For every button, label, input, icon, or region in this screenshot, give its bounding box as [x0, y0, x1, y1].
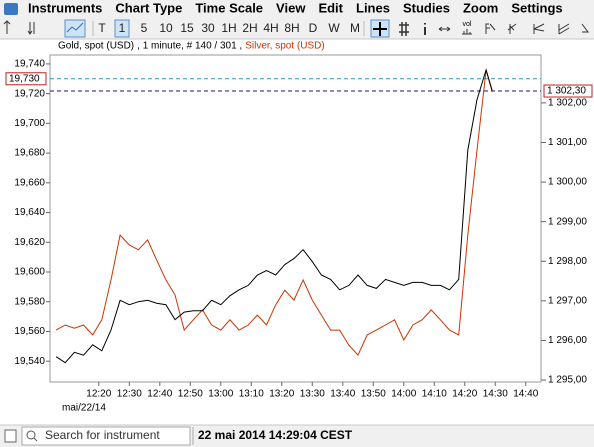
toolbar: [0, 18, 594, 39]
y-tick-label: 19,720: [14, 88, 45, 99]
icon-tool1: [485, 23, 496, 34]
icon-line: [66, 22, 84, 33]
y2-tick-label: 1 298,00: [548, 256, 587, 267]
y-tick-label: 19,560: [14, 326, 45, 337]
y-tick-label: 19,580: [14, 296, 45, 307]
x-tick-label: 13:50: [361, 389, 386, 400]
x-date-label: mai/22/14: [62, 403, 106, 414]
toolbar-button[interactable]: 8H: [284, 21, 299, 35]
legend-entry: Gold, spot (USD): [58, 41, 134, 52]
series-line: [55, 69, 493, 356]
toolbar-button[interactable]: 4H: [263, 21, 278, 35]
toolbar-button[interactable]: 1H: [221, 21, 236, 35]
menu-item[interactable]: Lines: [356, 0, 390, 15]
y-tick-label: 19,600: [14, 267, 45, 278]
icon-left: [3, 20, 11, 34]
x-tick-label: 13:20: [269, 389, 294, 400]
x-tick-label: 14:40: [513, 389, 538, 400]
app-icon: [4, 3, 18, 15]
menu-bar: [0, 0, 594, 18]
x-tick-label: 13:30: [300, 389, 325, 400]
toolbar-button[interactable]: M: [350, 21, 360, 35]
plot-frame: [49, 54, 542, 383]
icon-vol: [462, 29, 472, 35]
y2-tick-label: 1 295,00: [548, 375, 587, 386]
menu-item[interactable]: Zoom: [463, 0, 498, 15]
y-tick-label: 19,640: [14, 207, 45, 218]
price-label: 19,730: [9, 73, 40, 84]
icon-tool3: [533, 23, 545, 34]
toolbar-button[interactable]: 10: [159, 21, 173, 35]
y2-tick-label: 1 302,00: [548, 98, 587, 109]
x-tick-label: 12:30: [117, 389, 142, 400]
x-tick-label: 13:10: [239, 389, 264, 400]
price-box: [543, 84, 593, 98]
x-tick-label: 13:40: [330, 389, 355, 400]
toolbar-button[interactable]: 2H: [242, 21, 257, 35]
toolbar-button[interactable]: 15: [180, 21, 194, 35]
y-tick-label: 19,660: [14, 177, 45, 188]
y2-tick-label: 1 299,00: [548, 216, 587, 227]
vol-label: vol: [463, 21, 472, 28]
search-box[interactable]: [21, 426, 191, 446]
y-tick-label: 19,540: [14, 356, 45, 367]
price-label: 1 302,30: [547, 86, 586, 97]
icon-scroll: [438, 26, 451, 32]
menu-item[interactable]: Settings: [511, 0, 562, 15]
y2-tick-label: 1 300,00: [548, 177, 587, 188]
toolbar-button[interactable]: 1: [119, 21, 126, 35]
active-interval[interactable]: [114, 19, 130, 38]
y-tick-label: 19,680: [14, 148, 45, 159]
status-icon: [4, 429, 17, 443]
icon-tool4: [558, 23, 570, 35]
legend-entry: Silver, spot (USD): [245, 41, 324, 52]
y2-tick-label: 1 301,00: [548, 137, 587, 148]
timestamp: 22 mai 2014 14:29:04 CEST: [198, 428, 353, 442]
menu-item[interactable]: Studies: [403, 0, 450, 15]
menu-item[interactable]: View: [276, 0, 306, 15]
series-line: [55, 68, 493, 364]
toolbar-button[interactable]: 30: [201, 21, 215, 35]
series-info: , 1 minute, # 140 / 301 ,: [137, 41, 242, 52]
toolbar-icons: [3, 19, 589, 38]
x-tick-label: 12:40: [147, 389, 172, 400]
x-tick-label: 14:00: [391, 389, 416, 400]
toolbar-button[interactable]: D: [309, 21, 318, 35]
menu-item[interactable]: Instruments: [28, 0, 102, 15]
icon-crosshair: [373, 22, 387, 36]
icon-grid: [399, 22, 409, 36]
toolbar-button[interactable]: T: [98, 21, 106, 35]
menu-item[interactable]: Edit: [318, 0, 343, 15]
y-tick-label: 19,740: [14, 59, 45, 70]
y2-tick-label: 1 296,00: [548, 335, 587, 346]
toolbar-button[interactable]: W: [328, 21, 340, 35]
icon-line-active[interactable]: [64, 19, 86, 38]
x-tick-label: 13:00: [208, 389, 233, 400]
y2-tick-label: 1 297,00: [548, 295, 587, 306]
x-tick-label: 14:20: [452, 389, 477, 400]
x-tick-label: 14:30: [483, 389, 508, 400]
x-tick-label: 12:20: [86, 389, 111, 400]
y-tick-label: 19,700: [14, 118, 45, 129]
y-tick-label: 19,620: [14, 237, 45, 248]
search-icon: [26, 430, 36, 440]
icon-sort: [27, 22, 35, 35]
toolbar-button[interactable]: 5: [141, 21, 148, 35]
menu-item[interactable]: Chart Type: [115, 0, 182, 15]
x-tick-label: 12:50: [178, 389, 203, 400]
icon-tool2: [507, 23, 517, 34]
price-box: [5, 72, 47, 86]
icon-more: [581, 23, 589, 33]
x-tick-label: 14:10: [422, 389, 447, 400]
menu-item[interactable]: Time Scale: [195, 0, 263, 15]
search-placeholder[interactable]: Search for instrument: [45, 428, 160, 442]
search-icon-handle: [33, 437, 38, 442]
